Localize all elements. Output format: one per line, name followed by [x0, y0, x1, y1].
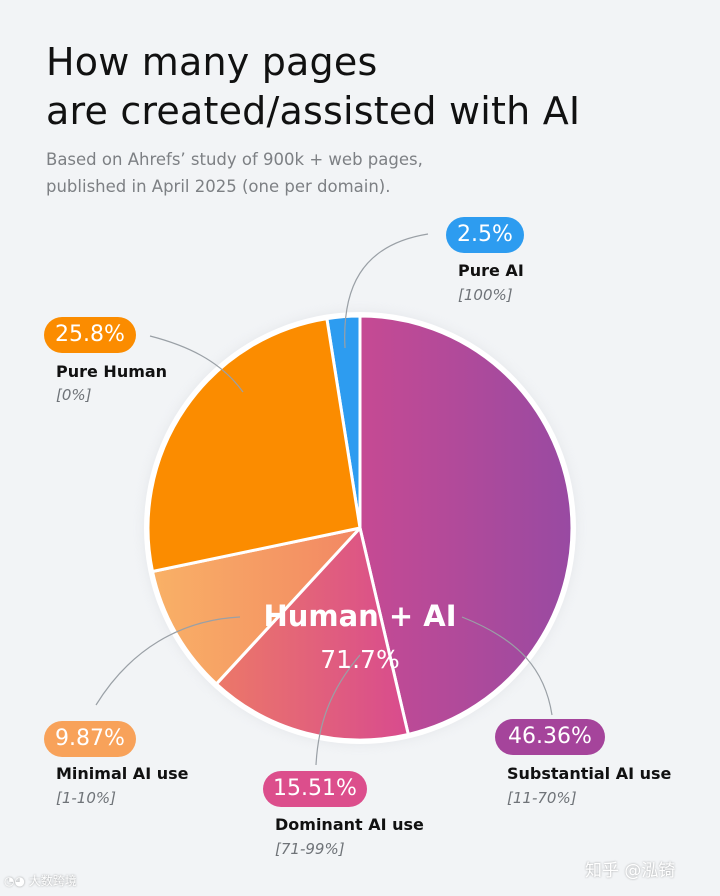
watermark-logo-icon: ◔◕	[4, 874, 25, 888]
pie-slice-dominant	[214, 526, 410, 742]
pure-human-range: [0%]	[56, 386, 92, 404]
dominant-ai-label: Dominant AI use	[275, 815, 424, 834]
pure-human-value-badge: 25.8%	[44, 317, 136, 353]
pure-ai-range: [100%]	[458, 286, 513, 304]
center-label: Human + AI	[263, 599, 456, 633]
watermark-right: 知乎 @泓锜	[585, 861, 676, 881]
leader-line-pure-ai	[344, 233, 429, 349]
watermark-left: ◔◕ 大数跨境	[4, 872, 77, 889]
substantial-ai-label: Substantial AI use	[507, 764, 672, 783]
pie-slice-substantial	[358, 314, 574, 736]
subtitle-line-2: published in April 2025 (one per domain)…	[46, 177, 391, 196]
pie-slice-pure-human	[146, 317, 362, 573]
center-value: 71.7%	[320, 645, 399, 674]
subtitle-line-1: Based on Ahrefs’ study of 900k + web pag…	[46, 150, 423, 169]
substantial-ai-range: [11-70%]	[507, 789, 577, 807]
leader-line-minimal	[95, 616, 241, 706]
pure-ai-label: Pure AI	[458, 261, 524, 280]
dominant-ai-value-badge: 15.51%	[263, 771, 367, 807]
leader-line-dominant	[315, 654, 361, 766]
title-line-1: How many pages	[46, 40, 378, 84]
dominant-ai-range: [71-99%]	[275, 840, 345, 858]
pure-ai-value-badge: 2.5%	[446, 217, 524, 253]
leader-line-pure-human	[149, 335, 244, 393]
minimal-ai-range: [1-10%]	[56, 789, 116, 807]
watermark-left-text: 大数跨境	[28, 874, 77, 888]
chart-subtitle: Based on Ahrefs’ study of 900k + web pag…	[46, 146, 423, 200]
title-line-2: are created/assisted with AI	[46, 89, 581, 133]
minimal-ai-value-badge: 9.87%	[44, 721, 136, 757]
substantial-ai-value-badge: 46.36%	[495, 719, 605, 755]
chart-title: How many pages are created/assisted with…	[46, 38, 580, 136]
pure-human-label: Pure Human	[56, 362, 168, 381]
leader-line-substantial	[461, 616, 553, 716]
minimal-ai-label: Minimal AI use	[56, 764, 189, 783]
